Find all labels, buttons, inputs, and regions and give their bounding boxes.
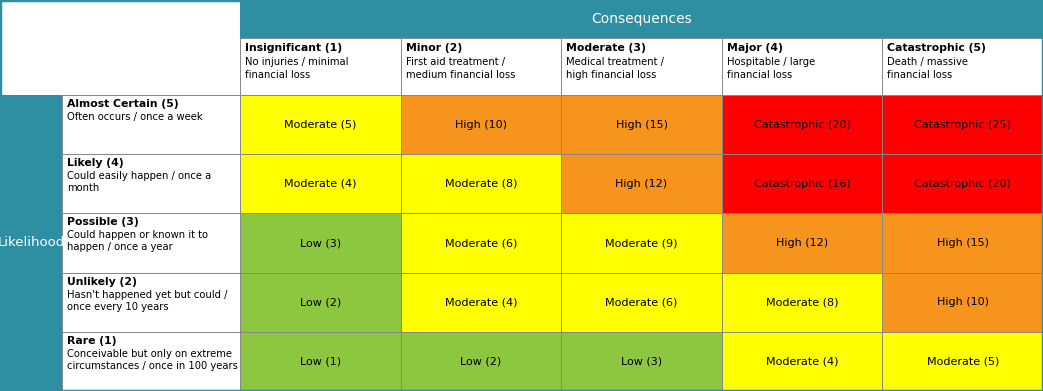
Text: Almost Certain (5): Almost Certain (5) — [67, 99, 178, 109]
Text: Often occurs / once a week: Often occurs / once a week — [67, 112, 202, 122]
Text: financial loss: financial loss — [888, 70, 952, 80]
Text: financial loss: financial loss — [727, 70, 792, 80]
Bar — [62, 273, 240, 332]
Text: Rare (1): Rare (1) — [67, 336, 117, 346]
Text: Could happen or known it to: Could happen or known it to — [67, 230, 208, 240]
Text: Likely (4): Likely (4) — [67, 158, 124, 168]
Bar — [0, 95, 62, 391]
Text: Moderate (8): Moderate (8) — [444, 179, 517, 189]
Bar — [401, 273, 561, 332]
Text: Death / massive: Death / massive — [888, 57, 968, 67]
Text: Moderate (5): Moderate (5) — [284, 120, 357, 129]
Bar — [882, 154, 1043, 213]
Text: circumstances / once in 100 years: circumstances / once in 100 years — [67, 361, 238, 371]
Text: Catastrophic (25): Catastrophic (25) — [915, 120, 1011, 129]
Text: Moderate (8): Moderate (8) — [766, 297, 839, 307]
Bar — [62, 154, 240, 213]
Bar — [561, 95, 722, 154]
Bar — [722, 332, 882, 391]
Text: Moderate (4): Moderate (4) — [444, 297, 517, 307]
Bar — [722, 38, 882, 95]
Text: once every 10 years: once every 10 years — [67, 301, 169, 312]
Text: High (15): High (15) — [937, 238, 989, 248]
Bar — [401, 95, 561, 154]
Text: High (15): High (15) — [615, 120, 668, 129]
Text: Hasn't happened yet but could /: Hasn't happened yet but could / — [67, 290, 227, 300]
Bar — [240, 0, 1043, 38]
Text: Could easily happen / once a: Could easily happen / once a — [67, 171, 212, 181]
Text: Consequences: Consequences — [591, 12, 692, 26]
Bar — [240, 154, 401, 213]
Text: Low (3): Low (3) — [299, 238, 341, 248]
Bar — [240, 332, 401, 391]
Bar — [561, 154, 722, 213]
Bar — [722, 154, 882, 213]
Text: Catastrophic (16): Catastrophic (16) — [754, 179, 850, 189]
Bar — [561, 38, 722, 95]
Text: month: month — [67, 183, 99, 193]
Bar — [62, 95, 240, 154]
Bar — [882, 332, 1043, 391]
Bar — [240, 213, 401, 273]
Bar — [882, 213, 1043, 273]
Text: Low (2): Low (2) — [299, 297, 341, 307]
Text: Moderate (6): Moderate (6) — [605, 297, 678, 307]
Bar — [882, 38, 1043, 95]
Text: Unlikely (2): Unlikely (2) — [67, 276, 137, 287]
Bar — [401, 213, 561, 273]
Text: First aid treatment /: First aid treatment / — [406, 57, 505, 67]
Text: happen / once a year: happen / once a year — [67, 242, 173, 253]
Bar — [62, 213, 240, 273]
Text: Catastrophic (20): Catastrophic (20) — [754, 120, 850, 129]
Bar — [240, 38, 401, 95]
Text: High (12): High (12) — [776, 238, 828, 248]
Text: Low (2): Low (2) — [460, 357, 502, 366]
Text: Insignificant (1): Insignificant (1) — [245, 43, 342, 53]
Bar — [722, 273, 882, 332]
Text: high financial loss: high financial loss — [566, 70, 657, 80]
Bar — [561, 332, 722, 391]
Text: No injuries / minimal: No injuries / minimal — [245, 57, 348, 67]
Bar — [401, 332, 561, 391]
Bar — [62, 332, 240, 391]
Text: Moderate (4): Moderate (4) — [766, 357, 839, 366]
Text: Catastrophic (5): Catastrophic (5) — [888, 43, 987, 53]
Text: Likelihood: Likelihood — [0, 237, 65, 249]
Bar — [882, 95, 1043, 154]
Text: Low (3): Low (3) — [621, 357, 662, 366]
Text: Low (1): Low (1) — [299, 357, 341, 366]
Text: financial loss: financial loss — [245, 70, 310, 80]
Text: Moderate (3): Moderate (3) — [566, 43, 646, 53]
Bar — [0, 0, 240, 95]
Bar — [882, 273, 1043, 332]
Text: medium financial loss: medium financial loss — [406, 70, 515, 80]
Text: Medical treatment /: Medical treatment / — [566, 57, 664, 67]
Bar — [561, 273, 722, 332]
Text: Possible (3): Possible (3) — [67, 217, 139, 228]
Text: Major (4): Major (4) — [727, 43, 782, 53]
Text: Moderate (5): Moderate (5) — [926, 357, 999, 366]
Bar — [561, 213, 722, 273]
Text: Minor (2): Minor (2) — [406, 43, 462, 53]
Text: High (10): High (10) — [937, 297, 989, 307]
Text: Moderate (4): Moderate (4) — [284, 179, 357, 189]
Bar — [722, 95, 882, 154]
Text: High (10): High (10) — [455, 120, 507, 129]
Text: Moderate (6): Moderate (6) — [444, 238, 517, 248]
Bar — [401, 38, 561, 95]
Text: Moderate (9): Moderate (9) — [605, 238, 678, 248]
Bar — [401, 154, 561, 213]
Text: High (12): High (12) — [615, 179, 668, 189]
Text: Catastrophic (20): Catastrophic (20) — [915, 179, 1011, 189]
Text: Hospitable / large: Hospitable / large — [727, 57, 815, 67]
Bar — [240, 95, 401, 154]
Text: Conceivable but only on extreme: Conceivable but only on extreme — [67, 349, 232, 359]
Bar — [722, 213, 882, 273]
Bar — [240, 273, 401, 332]
